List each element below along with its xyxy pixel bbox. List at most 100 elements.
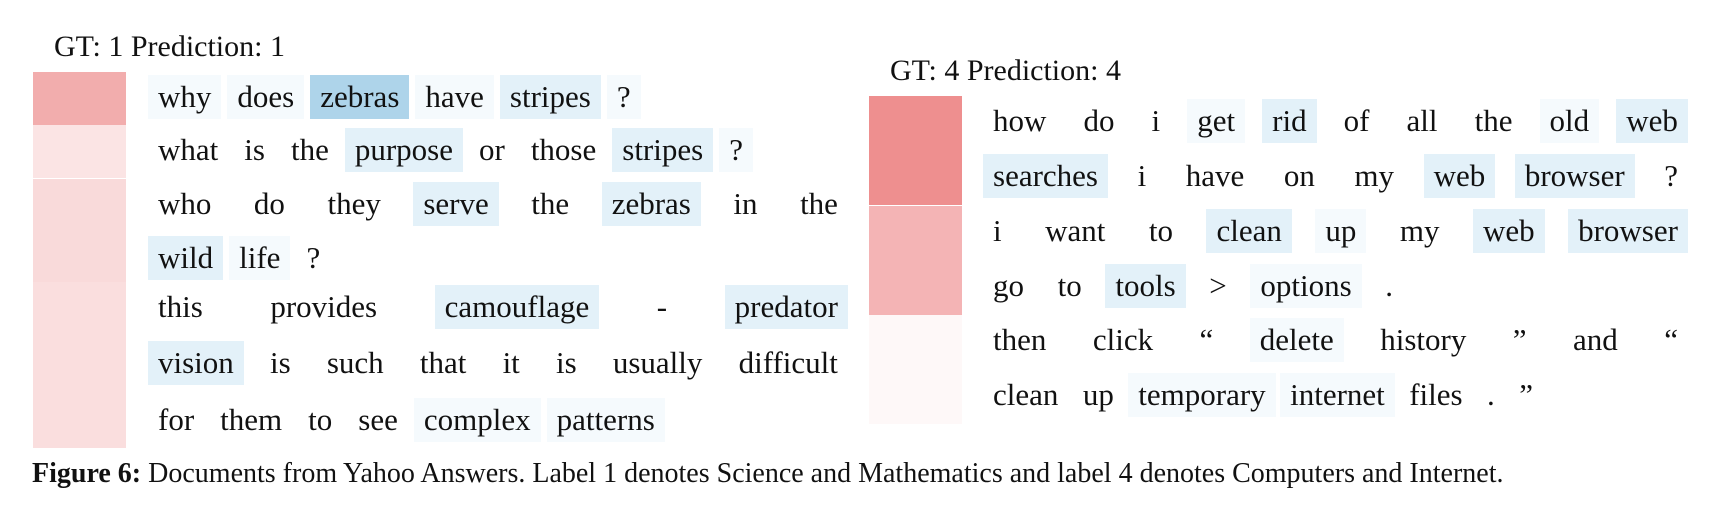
word-token: of <box>1343 103 1370 138</box>
word-token: the <box>290 132 329 167</box>
text-line: go to tools > options. <box>983 263 1403 309</box>
word-token: or <box>478 132 505 167</box>
caption-text: Documents from Yahoo Answers. Label 1 de… <box>141 458 1504 489</box>
word-token: “ <box>1664 322 1678 357</box>
word-token: complex <box>413 398 541 442</box>
word-token: predator <box>724 285 848 329</box>
word-token: ? <box>1664 158 1678 193</box>
text-line: wild life? <box>148 235 330 281</box>
word-token: temporary <box>1128 373 1276 417</box>
sentence-weight-bar <box>33 125 126 178</box>
word-token: clean <box>993 377 1059 412</box>
text-line: how do i get rid of all the old web <box>983 98 1688 144</box>
word-token: old <box>1539 99 1600 143</box>
text-line: for them to see complex patterns <box>148 397 665 443</box>
sentence-weight-bar <box>869 206 962 315</box>
text-line: then click “ delete history ” and “ <box>983 317 1688 363</box>
word-token: ” <box>1512 322 1527 357</box>
word-token: life <box>229 236 291 280</box>
text-line: this provides camouflage - predator <box>148 284 848 330</box>
word-token: how <box>993 103 1047 138</box>
word-token: vision <box>148 341 244 385</box>
word-token: provides <box>270 289 378 324</box>
sentence-weight-bar <box>869 315 962 424</box>
word-token: see <box>358 402 398 437</box>
word-token: to <box>1148 213 1173 248</box>
word-token: i <box>1151 103 1161 138</box>
word-token: up <box>1082 377 1114 412</box>
word-token: they <box>327 186 381 221</box>
word-token: is <box>269 345 291 380</box>
word-token: files <box>1409 377 1463 412</box>
word-token: is <box>244 132 265 167</box>
word-token: my <box>1354 158 1395 193</box>
word-token: up <box>1315 209 1367 253</box>
word-token: i <box>993 213 1002 248</box>
left-panel-header: GT: 1 Prediction: 1 <box>54 30 285 63</box>
word-token: the <box>800 186 838 221</box>
sentence-weight-bar <box>869 96 962 205</box>
word-token: ? <box>306 240 321 275</box>
word-token: go <box>993 268 1024 303</box>
word-token: want <box>1045 213 1106 248</box>
caption-label: Figure 6: <box>32 458 142 489</box>
word-token: - <box>656 289 668 324</box>
word-token: wild <box>148 236 224 280</box>
word-token: what <box>158 132 219 167</box>
word-token: to <box>308 402 333 437</box>
sentence-weight-bar <box>33 282 126 448</box>
word-token: stripes <box>612 128 714 172</box>
word-token: ? <box>606 75 641 119</box>
word-token: them <box>220 402 283 437</box>
sentence-weight-bar <box>33 72 126 125</box>
text-line: searches i have on my web browser? <box>983 153 1688 199</box>
word-token: purpose <box>344 128 463 172</box>
word-token: internet <box>1280 373 1395 417</box>
word-token: and <box>1573 322 1618 357</box>
word-token: searches <box>983 154 1108 198</box>
word-token: the <box>531 186 570 221</box>
word-token: ” <box>1519 377 1533 412</box>
word-token: serve <box>413 182 499 226</box>
word-token: on <box>1283 158 1315 193</box>
word-token: history <box>1380 322 1467 357</box>
word-token: have <box>1185 158 1245 193</box>
word-token: clean <box>1206 209 1292 253</box>
word-token: in <box>733 186 758 221</box>
word-token: browser <box>1514 154 1635 198</box>
word-token: do <box>253 186 285 221</box>
word-token: delete <box>1249 318 1344 362</box>
text-line: who do they serve the zebras in the <box>148 181 848 227</box>
word-token: who <box>158 186 212 221</box>
word-token: click <box>1092 322 1154 357</box>
word-token: rid <box>1262 99 1317 143</box>
right-panel-header: GT: 4 Prediction: 4 <box>890 54 1121 87</box>
word-token: do <box>1083 103 1115 138</box>
text-line: why does zebras have stripes? <box>148 74 641 120</box>
word-token: does <box>227 75 305 119</box>
word-token: web <box>1472 209 1545 253</box>
word-token: to <box>1057 268 1082 303</box>
word-token: for <box>158 402 195 437</box>
word-token: this <box>158 289 203 324</box>
word-token: tools <box>1105 264 1186 308</box>
word-token: zebras <box>310 75 410 119</box>
word-token: . <box>1385 268 1393 303</box>
word-token: options <box>1250 264 1362 308</box>
text-line: clean up temporary internet files. ” <box>983 372 1543 418</box>
word-token: usually <box>612 345 703 380</box>
word-token: is <box>555 345 577 380</box>
word-token: stripes <box>499 75 601 119</box>
word-token: zebras <box>601 182 701 226</box>
word-token: the <box>1474 103 1513 138</box>
word-token: > <box>1209 268 1227 303</box>
word-token: difficult <box>738 345 838 380</box>
word-token: have <box>415 75 494 119</box>
word-token: web <box>1616 99 1688 143</box>
sentence-weight-bar <box>33 179 126 286</box>
word-token: web <box>1423 154 1496 198</box>
word-token: patterns <box>546 398 665 442</box>
word-token: then <box>993 322 1047 357</box>
word-token: that <box>419 345 467 380</box>
word-token: why <box>148 75 222 119</box>
